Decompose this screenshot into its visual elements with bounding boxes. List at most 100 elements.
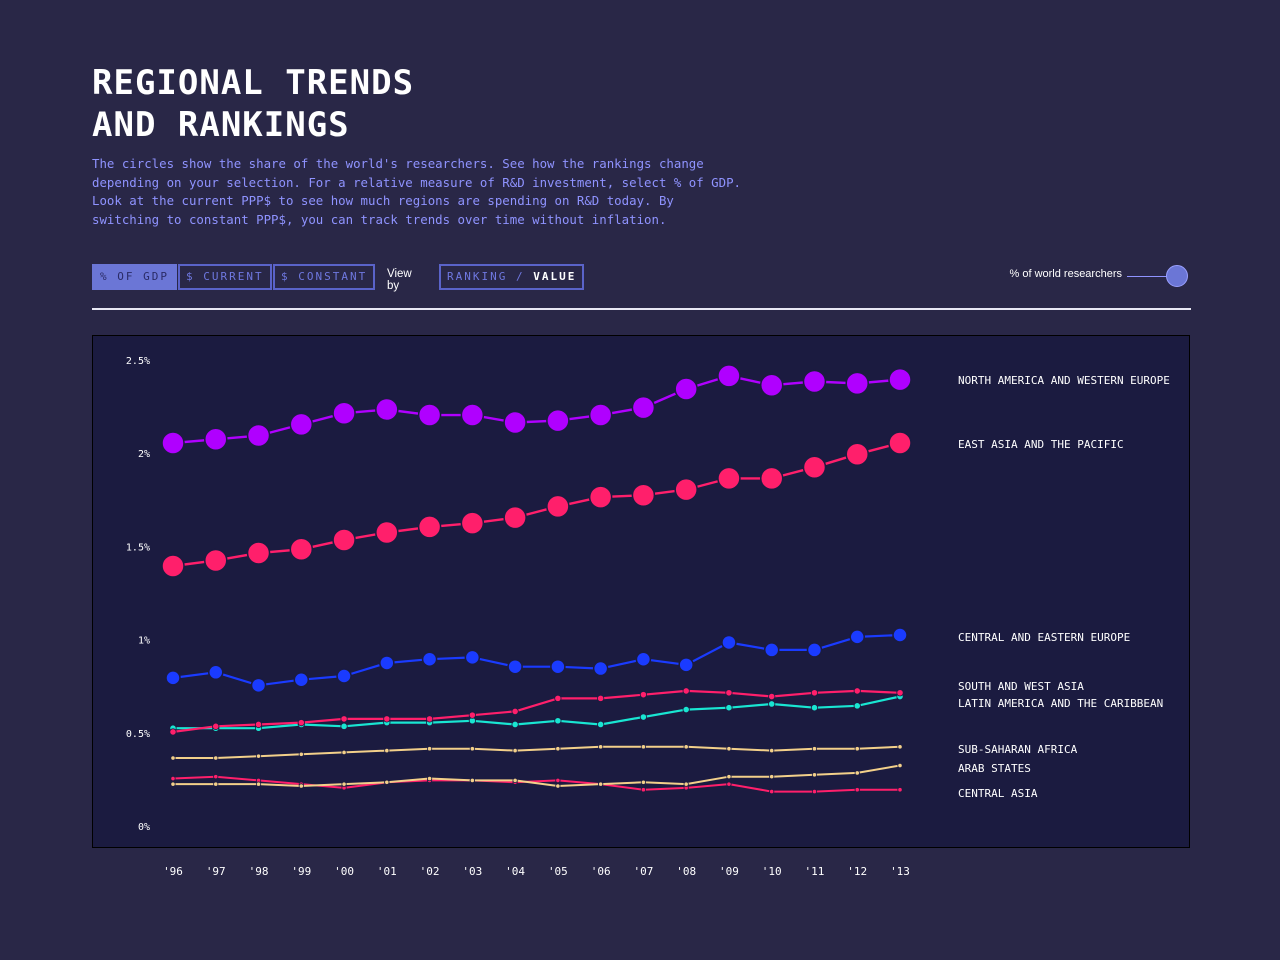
data-point xyxy=(332,528,356,552)
data-point xyxy=(375,520,399,545)
data-point xyxy=(255,781,262,787)
constant-dollar-button[interactable]: $ CONSTANT xyxy=(273,264,376,290)
data-point xyxy=(512,747,518,754)
data-point xyxy=(468,711,476,719)
data-point xyxy=(213,774,219,780)
description-line: switching to constant PPP$, you can trac… xyxy=(92,211,667,227)
y-tick-label: 0% xyxy=(138,822,150,833)
data-point xyxy=(208,664,224,681)
data-point xyxy=(170,775,176,782)
data-point xyxy=(854,770,860,776)
series-line xyxy=(173,695,901,730)
data-point xyxy=(810,689,819,697)
data-point xyxy=(503,505,527,530)
data-point xyxy=(169,728,177,736)
size-legend-circle-icon xyxy=(1166,265,1188,287)
data-point xyxy=(336,668,352,684)
data-point xyxy=(425,715,434,723)
data-point xyxy=(896,689,904,697)
data-point xyxy=(717,364,741,388)
data-point xyxy=(379,655,395,671)
data-point xyxy=(511,720,519,729)
data-point xyxy=(897,787,903,793)
data-point xyxy=(460,403,485,427)
data-point xyxy=(503,410,527,435)
size-legend-label: % of world researchers xyxy=(1009,268,1123,280)
page-title: REGIONAL TRENDS AND RANKINGS xyxy=(92,62,414,146)
data-point xyxy=(853,702,861,710)
data-point xyxy=(806,642,823,658)
data-point xyxy=(250,677,267,694)
data-point xyxy=(802,369,827,394)
data-point xyxy=(640,779,647,785)
data-point xyxy=(332,401,356,425)
data-point xyxy=(854,746,860,752)
data-point xyxy=(417,403,442,427)
data-point xyxy=(640,744,647,750)
series-label: NORTH AMERICA AND WESTERN EUROPE xyxy=(958,374,1170,387)
data-point xyxy=(854,787,860,793)
data-point xyxy=(421,651,438,667)
data-point xyxy=(469,777,475,784)
data-point xyxy=(888,431,912,455)
data-point xyxy=(759,466,784,491)
data-point xyxy=(555,746,561,752)
data-point xyxy=(631,483,656,507)
data-point xyxy=(293,671,310,688)
y-tick-label: 1% xyxy=(138,636,150,647)
y-tick-label: 2% xyxy=(138,449,150,460)
series-label: SUB-SAHARAN AFRICA xyxy=(958,743,1078,756)
data-point xyxy=(165,670,181,686)
data-point xyxy=(845,371,869,396)
value-option[interactable]: VALUE xyxy=(533,270,577,283)
current-button-label: $ CURRENT xyxy=(186,270,264,283)
ranking-option[interactable]: RANKING xyxy=(447,270,508,283)
data-point xyxy=(554,694,562,702)
x-tick-label: '98 xyxy=(249,865,269,878)
data-point xyxy=(678,657,694,673)
y-tick-label: 0.5% xyxy=(126,729,150,740)
data-point xyxy=(161,554,185,578)
size-legend-line xyxy=(1127,276,1167,277)
data-point xyxy=(161,431,185,455)
header-divider xyxy=(92,308,1191,310)
x-tick-label: '03 xyxy=(462,865,482,878)
data-point xyxy=(213,755,219,761)
chart-panel xyxy=(92,335,1190,848)
gdp-button[interactable]: % OF GDP xyxy=(92,264,177,290)
constant-button-label: $ CONSTANT xyxy=(281,270,368,283)
series-label: CENTRAL ASIA xyxy=(958,787,1038,800)
data-point xyxy=(892,627,908,643)
x-tick-label: '08 xyxy=(676,865,696,878)
y-tick-label: 1.5% xyxy=(126,542,150,553)
data-point xyxy=(255,753,262,759)
series-line xyxy=(172,775,900,793)
data-point xyxy=(853,687,861,695)
data-point xyxy=(726,774,732,780)
data-point xyxy=(383,715,391,723)
x-tick-label: '99 xyxy=(291,865,311,878)
data-point xyxy=(897,744,903,750)
series-line xyxy=(172,633,901,687)
data-point xyxy=(246,541,271,565)
data-point xyxy=(246,423,271,448)
description: The circles show the share of the world'… xyxy=(92,155,741,229)
series-line xyxy=(173,745,901,759)
data-point xyxy=(725,704,733,712)
y-tick-label: 2.5% xyxy=(126,356,150,367)
data-point xyxy=(682,687,690,695)
data-point xyxy=(297,719,305,727)
data-point xyxy=(375,397,399,422)
data-point xyxy=(811,772,818,778)
data-point xyxy=(768,700,776,708)
data-point xyxy=(170,755,176,761)
current-dollar-button[interactable]: $ CURRENT xyxy=(178,264,272,290)
view-by-label: View by xyxy=(387,268,412,292)
data-point xyxy=(588,403,613,427)
data-point xyxy=(721,634,737,651)
description-line: The circles show the share of the world'… xyxy=(92,156,704,171)
series-label: ARAB STATES xyxy=(958,762,1031,775)
ranking-value-toggle[interactable]: RANKING / VALUE xyxy=(439,264,585,290)
series-label: CENTRAL AND EASTERN EUROPE xyxy=(958,631,1130,644)
x-tick-label: '00 xyxy=(334,865,354,878)
